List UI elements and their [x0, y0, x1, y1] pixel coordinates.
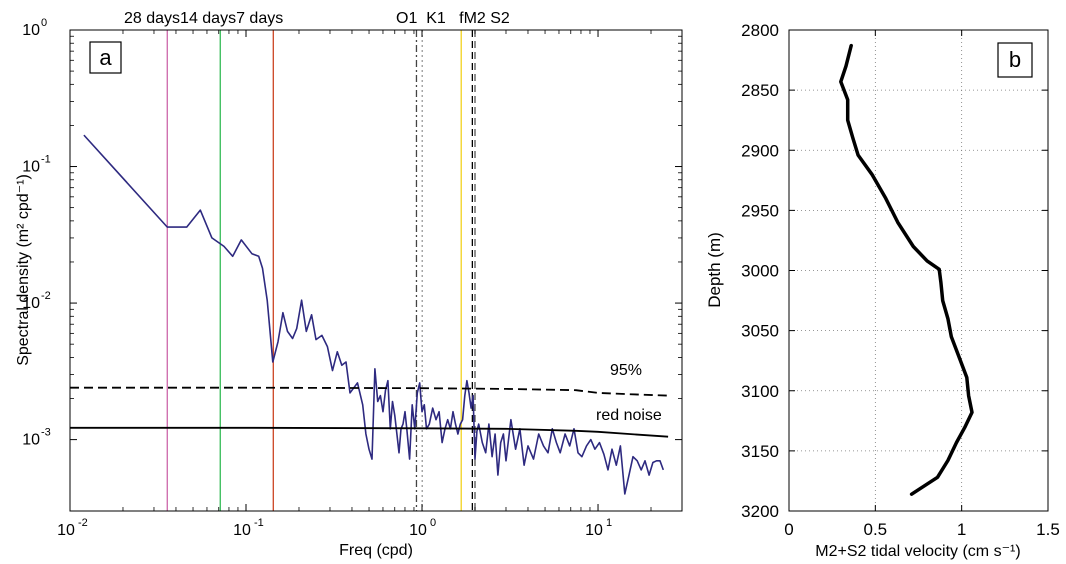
- panel-a-axes-box: [69, 29, 683, 512]
- a-xtick-label-3: 10: [585, 522, 603, 539]
- a-xtick-exp-2: 0: [430, 517, 436, 529]
- panel-b-label-box: [997, 42, 1033, 78]
- b-ytick-label-7: 3150: [741, 442, 779, 461]
- b-ytick-label-5: 3050: [741, 322, 779, 341]
- b-xtick-label-0: 0: [784, 520, 793, 539]
- a-ytick-exp-2: -1: [41, 154, 51, 166]
- tidal-header-label: O1 K1 fM2 S2: [396, 10, 510, 27]
- a-xtick-exp-1: -1: [254, 517, 264, 529]
- series-line-1: [70, 386, 669, 397]
- b-ytick-label-8: 3200: [741, 502, 779, 521]
- a-ytick-exp-0: -3: [41, 427, 51, 439]
- b-ytick-label-3: 2950: [741, 201, 779, 220]
- b-xtick-label-2: 1: [957, 520, 966, 539]
- velocity-profile-line-0: [839, 43, 974, 496]
- a-ytick-exp-1: -2: [41, 290, 51, 302]
- a-xtick-label-1: 10: [233, 522, 251, 539]
- b-ytick-label-4: 3000: [741, 262, 779, 281]
- panel-a-spectrum-chart: 10 -2 10 -1 10 0 10 110 -310 -210 -110 0 a 28 days1…: [15, 10, 683, 559]
- panel-a-label-box: [89, 41, 122, 74]
- b-ytick-label-2: 2900: [741, 141, 779, 160]
- panel-b-label: b: [1009, 47, 1021, 72]
- b-xtick-label-1: 0.5: [864, 520, 888, 539]
- a-xtick-label-0: 10: [57, 522, 75, 539]
- curve-95-label: 95%: [610, 362, 642, 379]
- panel-b-ticks: 0 0.5 1 1.5 2800 2850 2900 2950 3000 3050 3100 3150…: [741, 21, 1060, 539]
- a-xtick-label-2: 10: [409, 522, 427, 539]
- panel-b-marks: [839, 43, 974, 496]
- a-xtick-exp-0: -2: [78, 517, 88, 529]
- panel-b-x-axis-label: M2+S2 tidal velocity (cm s⁻¹): [815, 543, 1020, 560]
- panel-a-y-axis-label: Spectral density (m² cpd⁻¹): [15, 174, 32, 366]
- series-line-0: [83, 134, 665, 495]
- panel-a-ticks: 10 -2 10 -1 10 0 10 110 -310 -210 -110 0: [22, 17, 683, 539]
- b-ytick-label-0: 2800: [741, 21, 779, 40]
- a-ytick-label-0: 10: [22, 432, 40, 449]
- series-line-2: [70, 426, 669, 438]
- curve-red-noise-label: red noise: [596, 407, 662, 424]
- b-ytick-label-1: 2850: [741, 81, 779, 100]
- a-ytick-label-3: 10: [22, 22, 40, 39]
- a-ytick-label-2: 10: [22, 159, 40, 176]
- period-header-label: 28 days14 days7 days: [124, 10, 283, 27]
- a-xtick-exp-3: 1: [606, 517, 612, 529]
- panel-a-x-axis-label: Freq (cpd): [339, 542, 413, 559]
- panel-a-label: a: [99, 45, 112, 70]
- panel-b-grid: [789, 30, 1048, 511]
- b-xtick-label-3: 1.5: [1036, 520, 1060, 539]
- b-ytick-label-6: 3100: [741, 382, 779, 401]
- a-ytick-label-1: 10: [22, 295, 40, 312]
- panel-b-velocity-chart: 0 0.5 1 1.5 2800 2850 2900 2950 3000 3050 3100 3150…: [705, 21, 1060, 560]
- panel-a-marks: [70, 30, 669, 511]
- panel-b-y-axis-label: Depth (m): [705, 232, 724, 308]
- a-ytick-exp-3: 0: [41, 17, 47, 29]
